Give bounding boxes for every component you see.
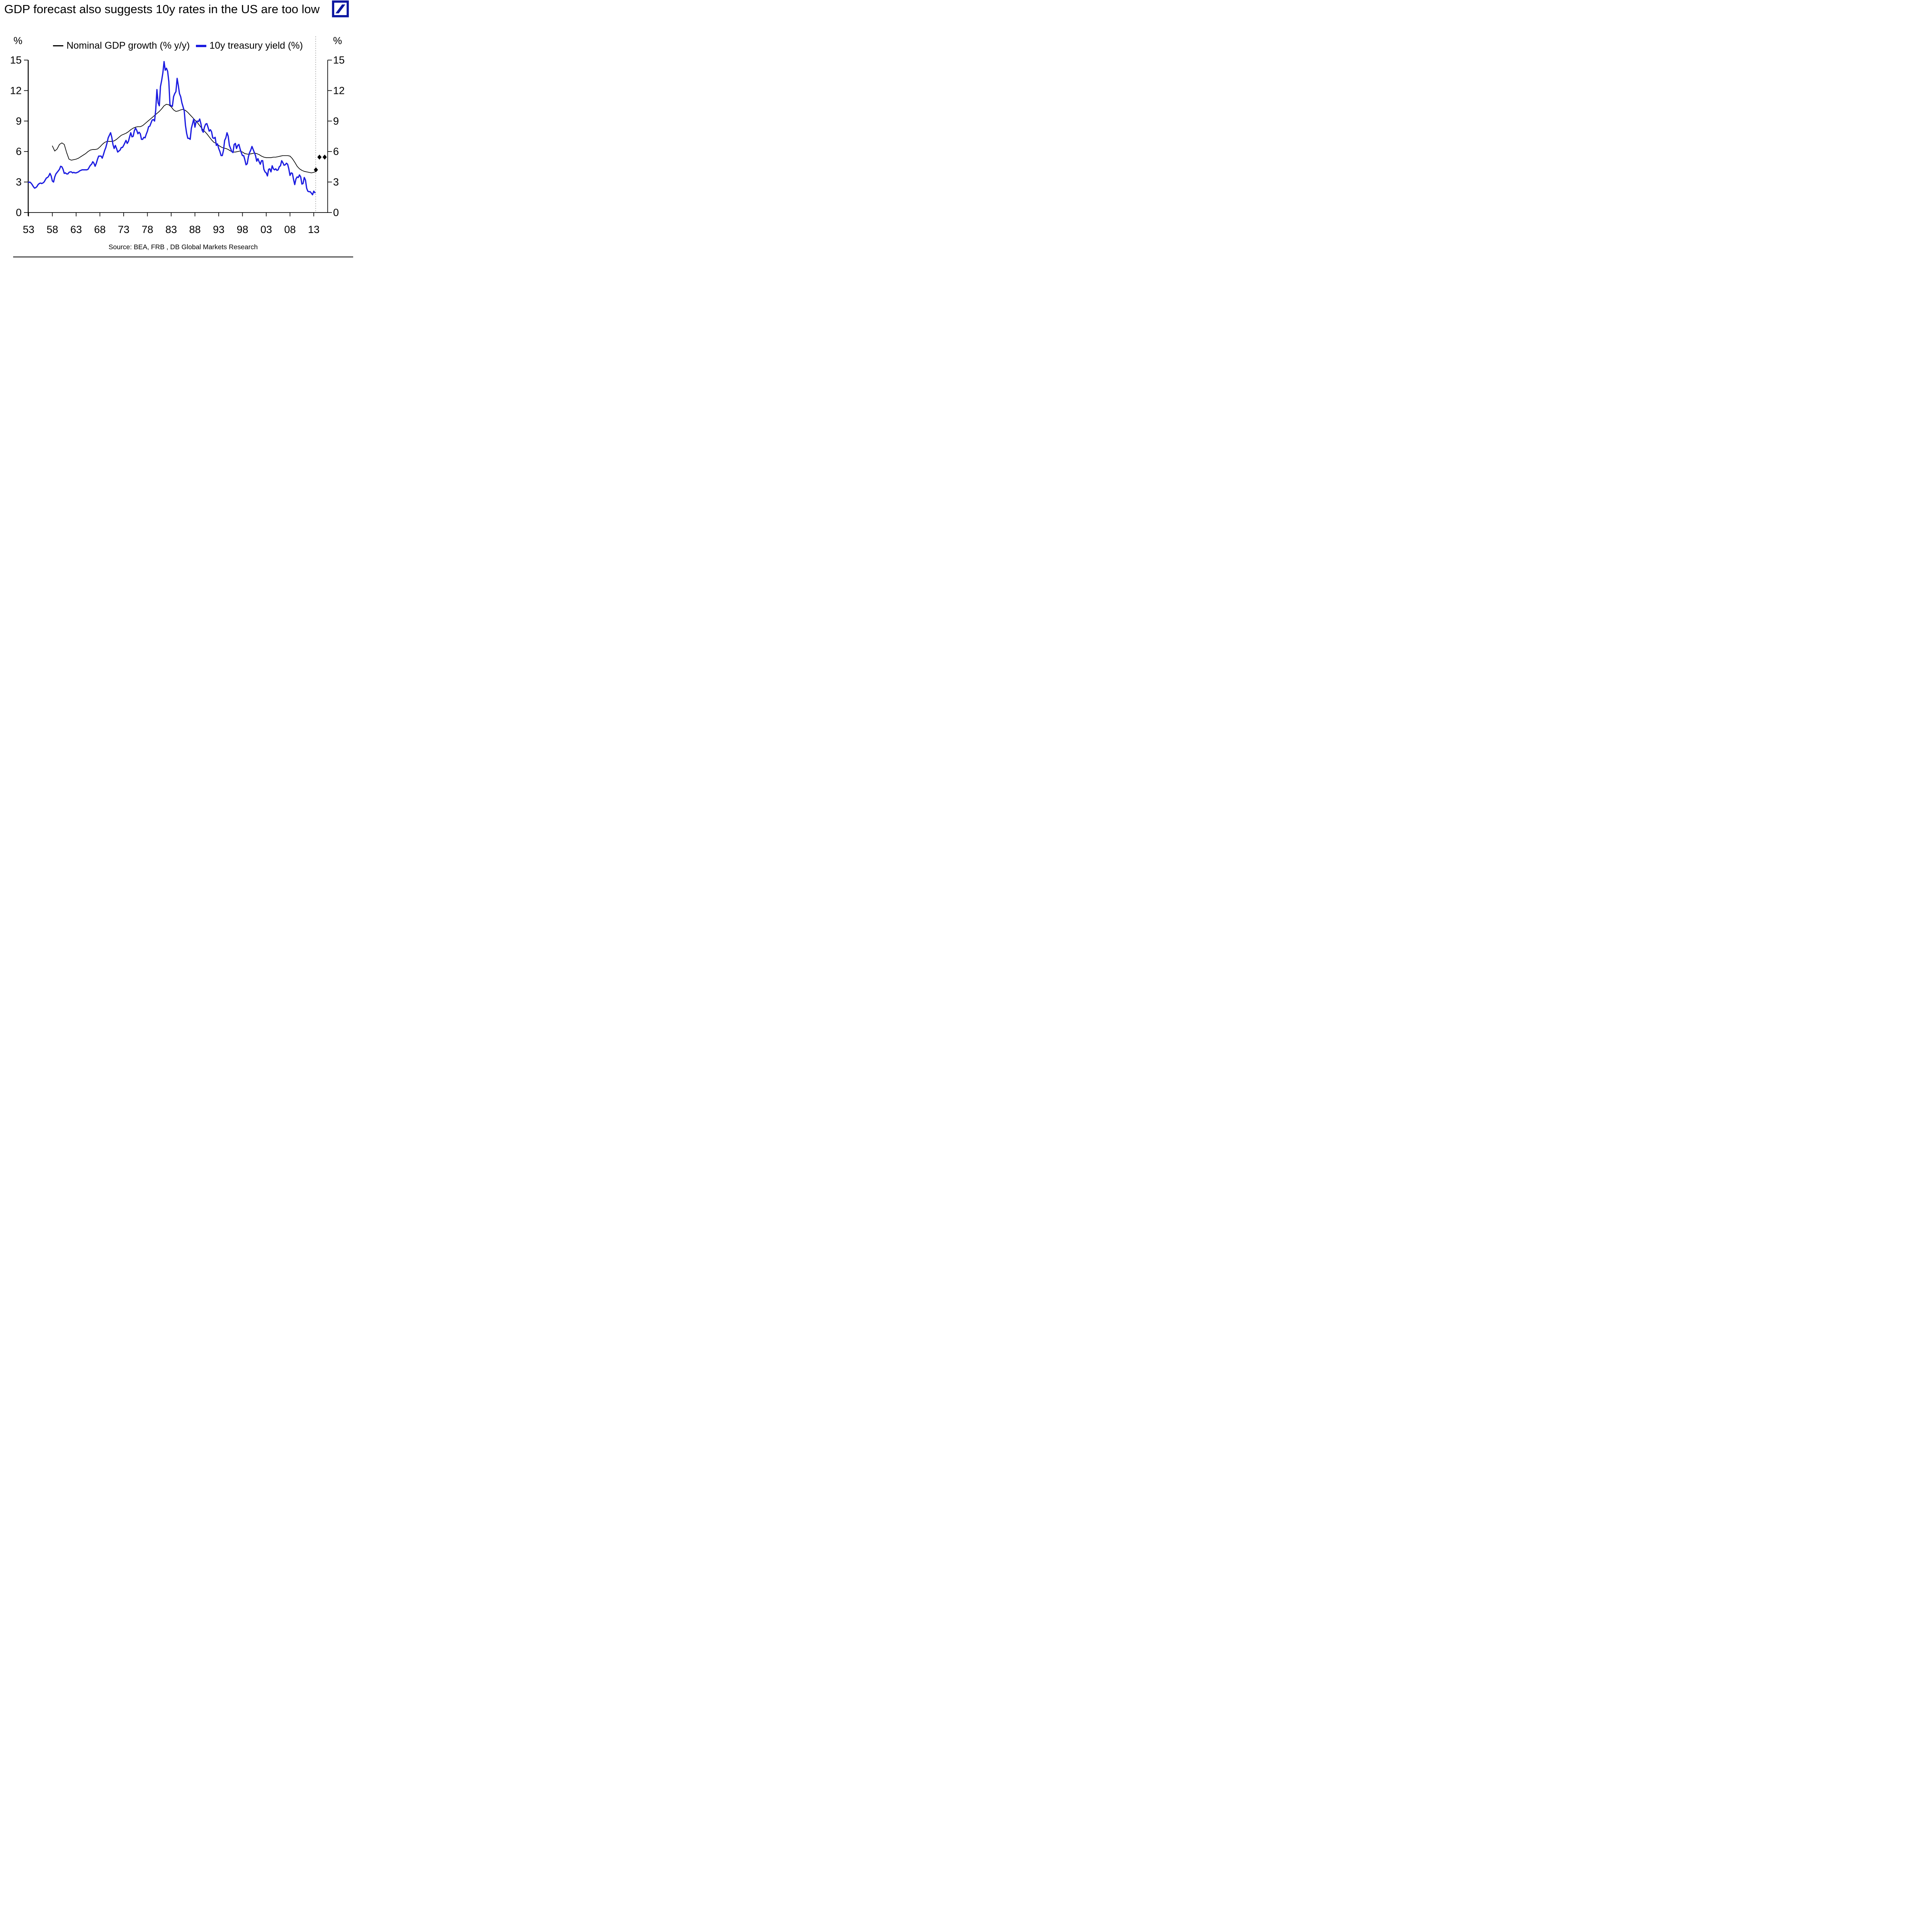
svg-text:88: 88 <box>189 224 201 235</box>
legend-item-gdp: Nominal GDP growth (% y/y) <box>53 40 190 51</box>
svg-text:3: 3 <box>333 176 339 188</box>
deutsche-bank-logo-icon <box>332 0 349 17</box>
svg-text:3: 3 <box>16 176 22 188</box>
legend-item-treasury: 10y treasury yield (%) <box>196 40 303 51</box>
svg-text:15: 15 <box>333 54 345 66</box>
svg-text:6: 6 <box>333 146 339 157</box>
svg-text:08: 08 <box>284 224 296 235</box>
legend-label-gdp: Nominal GDP growth (% y/y) <box>66 40 190 51</box>
chart-legend: Nominal GDP growth (% y/y) 10y treasury … <box>28 40 328 51</box>
svg-text:68: 68 <box>94 224 105 235</box>
svg-text:0: 0 <box>333 207 339 218</box>
svg-text:9: 9 <box>16 115 22 127</box>
left-axis-unit: % <box>13 35 22 46</box>
treasury-line-swatch-icon <box>196 44 207 47</box>
svg-text:78: 78 <box>141 224 153 235</box>
legend-label-treasury: 10y treasury yield (%) <box>209 40 303 51</box>
svg-text:12: 12 <box>333 85 345 96</box>
svg-text:6: 6 <box>16 146 22 157</box>
svg-text:12: 12 <box>10 85 22 96</box>
svg-text:13: 13 <box>308 224 320 235</box>
report-page: GDP forecast also suggests 10y rates in … <box>0 0 578 417</box>
svg-text:63: 63 <box>70 224 82 235</box>
svg-text:03: 03 <box>260 224 272 235</box>
gdp-line-swatch-icon <box>53 45 64 46</box>
svg-text:98: 98 <box>236 224 248 235</box>
svg-text:93: 93 <box>213 224 224 235</box>
svg-text:9: 9 <box>333 115 339 127</box>
svg-text:58: 58 <box>46 224 58 235</box>
source-note: Source: BEA, FRB , DB Global Markets Res… <box>108 243 258 251</box>
svg-text:0: 0 <box>16 207 22 218</box>
svg-text:73: 73 <box>118 224 129 235</box>
svg-text:53: 53 <box>23 224 34 235</box>
right-axis-unit: % <box>333 35 342 46</box>
page-title: GDP forecast also suggests 10y rates in … <box>4 2 320 16</box>
svg-text:83: 83 <box>165 224 177 235</box>
svg-text:15: 15 <box>10 54 22 66</box>
